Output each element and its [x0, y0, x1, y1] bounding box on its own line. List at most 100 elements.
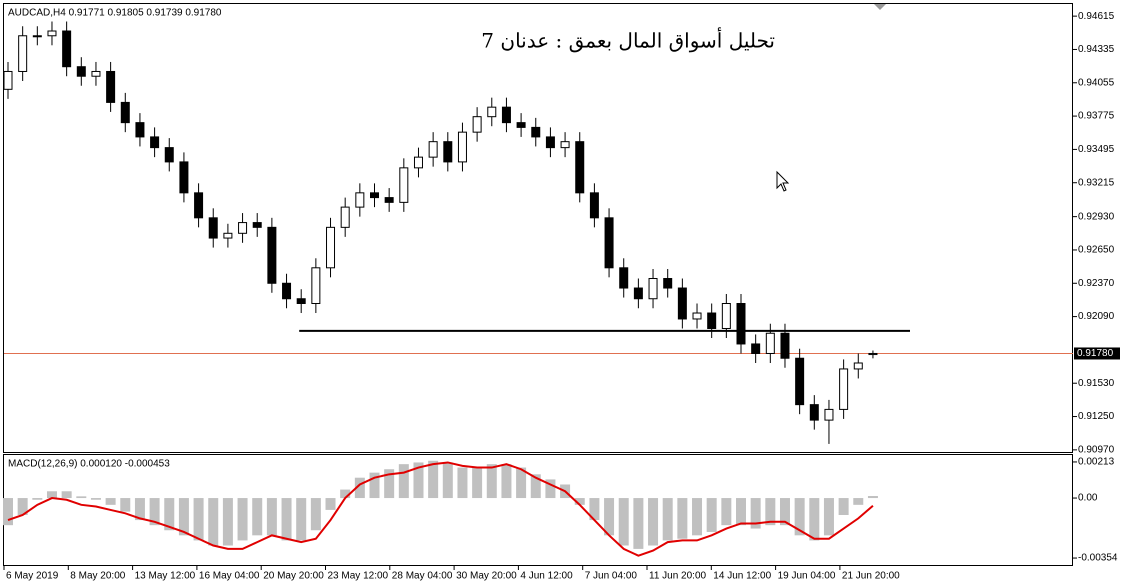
- macd-bar: [354, 477, 365, 499]
- candle-body: [868, 352, 878, 356]
- candle-body: [765, 332, 775, 354]
- candle-body: [384, 197, 394, 203]
- macd-bar: [853, 498, 864, 505]
- macd-bar: [765, 498, 776, 526]
- x-tick-label: 28 May 04:00: [392, 571, 453, 582]
- chart-title: تحليل أسواق المال بعمق : عدنان 7: [481, 27, 775, 53]
- x-tick-label: 14 Jun 12:00: [713, 571, 771, 582]
- x-tick-label: 30 May 20:00: [456, 571, 517, 582]
- x-tick-label: 7 Jun 04:00: [585, 571, 638, 582]
- macd-bar: [266, 498, 277, 536]
- candle-body: [311, 267, 321, 304]
- last-price-label: 0.91780: [1077, 348, 1114, 359]
- candle-body: [76, 66, 86, 77]
- macd-bar: [222, 498, 233, 546]
- macd-bar: [457, 467, 468, 499]
- y-tick-label: 0.94055: [1078, 77, 1115, 88]
- candle-body: [780, 332, 790, 359]
- y-tick-label: 0.94615: [1078, 11, 1115, 22]
- candle-body: [531, 126, 541, 138]
- x-tick-label: 4 Jun 12:00: [520, 571, 573, 582]
- candle-body: [648, 278, 658, 300]
- macd-bar: [472, 467, 483, 499]
- candle-body: [677, 287, 687, 320]
- y-tick-label: 0.00: [1078, 493, 1098, 504]
- candle-body: [575, 141, 585, 194]
- macd-bar: [296, 498, 307, 541]
- y-tick-label: 0.93215: [1078, 177, 1115, 188]
- macd-bar: [501, 464, 512, 499]
- candle-body: [633, 287, 643, 300]
- y-tick-label: 0.92090: [1078, 311, 1115, 322]
- candle-body: [370, 192, 379, 199]
- candle-body: [619, 267, 629, 289]
- y-tick-label: 0.92370: [1078, 278, 1115, 289]
- macd-bar: [252, 498, 263, 536]
- macd-bar: [648, 498, 659, 546]
- y-tick-label: 0.91250: [1078, 411, 1115, 422]
- candle-body: [194, 192, 204, 219]
- candle-body: [501, 106, 511, 124]
- macd-bar: [736, 498, 746, 526]
- candle-body: [62, 30, 72, 68]
- candle-body: [692, 312, 702, 320]
- mouse-cursor: [776, 170, 790, 192]
- x-tick-label: 6 May 2019: [6, 571, 59, 582]
- macd-bar: [105, 498, 116, 505]
- candle-body: [340, 206, 350, 228]
- x-tick-label: 16 May 04:00: [199, 571, 260, 582]
- y-tick-label: 0.93775: [1078, 111, 1115, 122]
- candle-body: [326, 226, 336, 269]
- candle-body: [545, 136, 555, 149]
- macd-label: MACD(12,26,9) 0.000120 -0.000453: [8, 459, 170, 470]
- macd-bar: [867, 496, 878, 499]
- macd-bar: [706, 498, 717, 532]
- macd-bar: [618, 498, 629, 546]
- macd-bar: [32, 498, 43, 500]
- macd-bar: [340, 489, 351, 499]
- candle-body: [150, 136, 160, 149]
- macd-bar: [281, 498, 292, 541]
- y-tick-label: -0.00354: [1078, 553, 1118, 564]
- candle-body: [589, 192, 599, 219]
- macd-bar: [120, 498, 131, 512]
- macd-bar: [794, 498, 805, 536]
- macd-bar: [604, 498, 615, 536]
- candle-body: [428, 141, 438, 158]
- candle-body: [282, 282, 292, 300]
- candle-body: [238, 222, 248, 234]
- macd-bar: [721, 498, 732, 526]
- macd-bar: [823, 498, 834, 536]
- candle-body: [457, 131, 467, 163]
- candle-body: [604, 217, 614, 269]
- macd-bar: [325, 498, 336, 510]
- macd-bar: [164, 498, 175, 531]
- x-tick-label: 13 May 12:00: [135, 571, 196, 582]
- macd-bar: [76, 496, 87, 499]
- macd-bar: [809, 498, 820, 541]
- candle-body: [252, 222, 262, 228]
- macd-bar: [516, 467, 527, 499]
- macd-bar: [17, 498, 28, 515]
- candle-body: [809, 404, 819, 421]
- x-tick-label: 11 Jun 20:00: [649, 571, 707, 582]
- candle-body: [472, 116, 482, 133]
- macd-bar: [46, 491, 57, 499]
- candle-body: [824, 408, 834, 421]
- candle-body: [795, 357, 805, 406]
- macd-bar: [369, 472, 380, 499]
- candle-body: [707, 312, 717, 329]
- macd-bar: [384, 469, 395, 499]
- macd-bar: [208, 498, 219, 546]
- candle-body: [296, 298, 306, 304]
- macd-bar: [486, 464, 497, 499]
- macd-bar: [398, 464, 409, 499]
- candle-body: [736, 302, 746, 345]
- candle-body: [516, 122, 526, 128]
- last-price-box: [1074, 347, 1120, 360]
- x-tick-label: 8 May 20:00: [70, 571, 125, 582]
- macd-bar: [633, 498, 644, 549]
- candle-body: [560, 141, 570, 149]
- y-tick-label: 0.92930: [1078, 211, 1115, 222]
- candle-body: [120, 101, 130, 124]
